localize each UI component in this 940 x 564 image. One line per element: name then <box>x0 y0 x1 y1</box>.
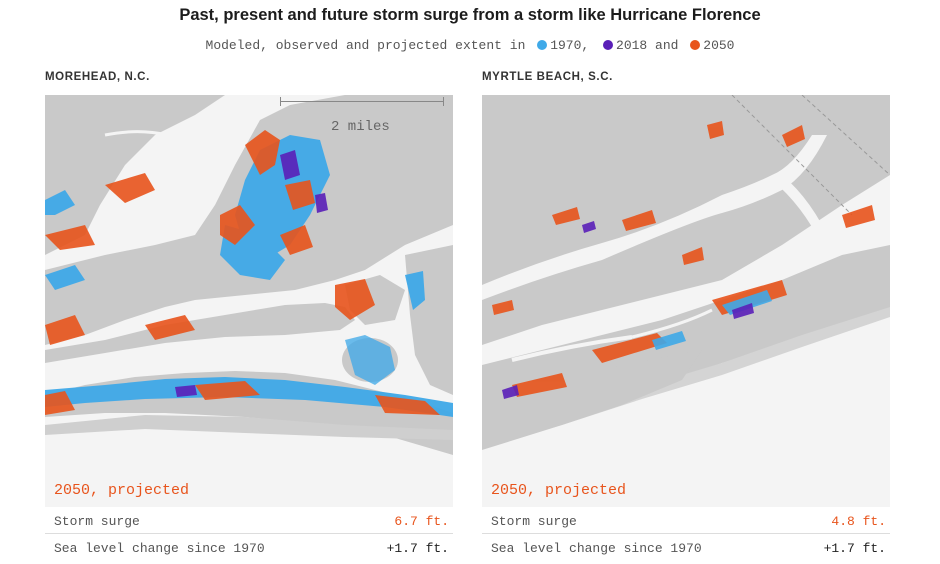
stat-value: +1.7 ft. <box>823 541 886 556</box>
legend-2018-dot-icon <box>603 40 614 50</box>
stat-row-storm-surge: Storm surge 4.8 ft. <box>482 507 890 534</box>
stat-row-storm-surge: Storm surge 6.7 ft. <box>45 507 453 534</box>
stat-label: Storm surge <box>54 514 140 529</box>
stat-value: 6.7 ft. <box>394 514 449 529</box>
legend-2018-label: 2018 <box>616 38 648 53</box>
stat-row-sea-level: Sea level change since 1970 +1.7 ft. <box>45 534 453 560</box>
legend-2050-label: 2050 <box>703 38 735 53</box>
stat-label: Sea level change since 1970 <box>491 541 702 556</box>
chart-subtitle: Modeled, observed and projected extent i… <box>205 38 735 53</box>
scale-label: 2 miles <box>331 119 390 135</box>
panel-location-morehead: MOREHEAD, N.C. <box>45 71 150 83</box>
legend-joiner: and <box>655 38 679 53</box>
projection-label-myrtle-beach: 2050, projected <box>491 482 627 499</box>
stats-morehead: Storm surge 6.7 ft. Sea level change sin… <box>45 507 453 560</box>
stats-myrtle-beach: Storm surge 4.8 ft. Sea level change sin… <box>482 507 890 560</box>
stat-label: Sea level change since 1970 <box>54 541 265 556</box>
map-myrtle-beach[interactable]: 2050, projected <box>482 95 890 507</box>
panel-location-myrtle-beach: MYRTLE BEACH, S.C. <box>482 71 613 83</box>
legend-1970-label: 1970 <box>550 38 582 53</box>
stat-value: 4.8 ft. <box>831 514 886 529</box>
scale-bar <box>280 97 444 112</box>
map-morehead-graphic <box>45 95 453 455</box>
stat-label: Storm surge <box>491 514 577 529</box>
projection-label-morehead: 2050, projected <box>54 482 190 499</box>
stat-row-sea-level: Sea level change since 1970 +1.7 ft. <box>482 534 890 560</box>
subtitle-text: Modeled, observed and projected extent i… <box>205 38 526 53</box>
stat-value: +1.7 ft. <box>386 541 449 556</box>
chart-title: Past, present and future storm surge fro… <box>179 6 761 24</box>
map-morehead[interactable]: 2 miles 2050, projected <box>45 95 453 507</box>
legend-2050-dot-icon <box>690 40 701 50</box>
map-myrtle-beach-graphic <box>482 95 890 450</box>
legend-1970-dot-icon <box>537 40 548 50</box>
